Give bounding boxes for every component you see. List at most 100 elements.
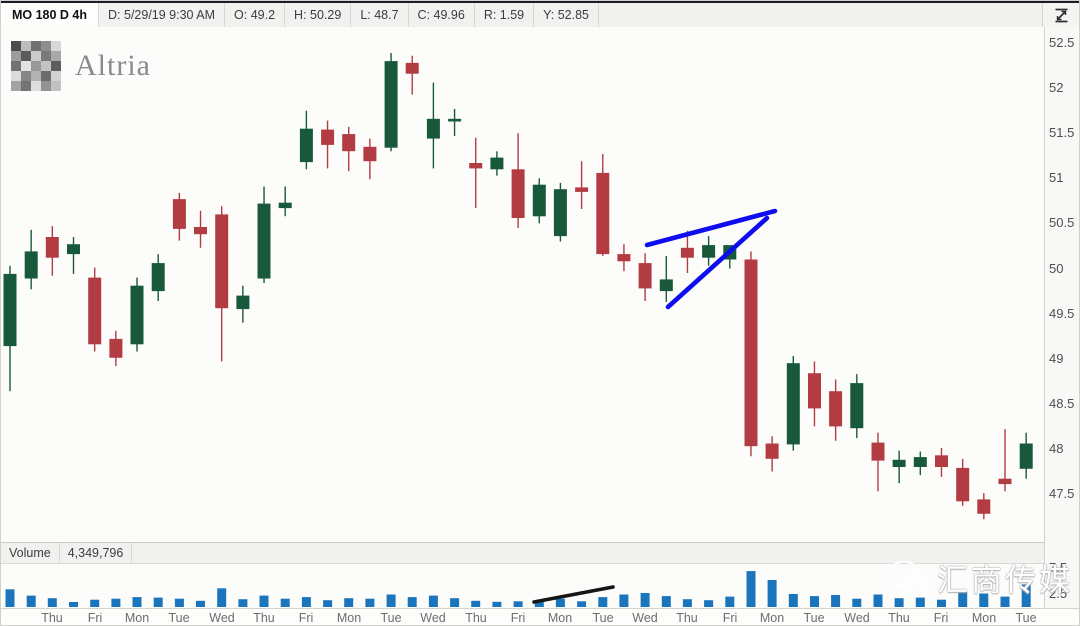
volume-bar[interactable] <box>788 594 798 607</box>
candle-body[interactable] <box>194 227 207 235</box>
candle-body[interactable] <box>45 237 59 258</box>
volume-bar[interactable] <box>344 598 354 607</box>
candle-body[interactable] <box>765 443 779 459</box>
candle-body[interactable] <box>786 363 800 445</box>
volume-bar[interactable] <box>577 601 587 607</box>
pennant-trendline[interactable] <box>644 208 778 248</box>
candle-body[interactable] <box>575 187 589 192</box>
volume-bar[interactable] <box>5 589 15 607</box>
candle-body[interactable] <box>638 263 652 289</box>
volume-bar[interactable] <box>132 597 142 607</box>
volume-bar[interactable] <box>217 588 227 607</box>
candle-body[interactable] <box>24 251 38 279</box>
volume-bar[interactable] <box>682 599 692 607</box>
volume-bar[interactable] <box>767 580 777 607</box>
volume-bar[interactable] <box>153 597 163 607</box>
candle-body[interactable] <box>405 62 419 74</box>
candle-body[interactable] <box>744 259 758 447</box>
volume-bar[interactable] <box>259 595 269 607</box>
candle-body[interactable] <box>998 478 1012 485</box>
candle-body[interactable] <box>532 184 546 217</box>
candle-body[interactable] <box>553 189 567 237</box>
volume-bar[interactable] <box>69 602 78 607</box>
price-axis[interactable]: 52.5 52 51.5 51 50.5 50 49.5 49 48.5 48 47.5 7.5 2.5 <box>1044 27 1079 608</box>
candle-body[interactable] <box>596 172 610 255</box>
volume-bar[interactable] <box>47 598 57 607</box>
volume-bar[interactable] <box>386 594 396 608</box>
volume-bar[interactable] <box>26 595 36 607</box>
volume-bar[interactable] <box>915 597 925 607</box>
volume-bar[interactable] <box>111 598 121 607</box>
volume-bar[interactable] <box>1000 596 1010 607</box>
volume-bar[interactable] <box>598 597 608 607</box>
candle-body[interactable] <box>172 199 186 229</box>
candle-body[interactable] <box>808 373 821 409</box>
candle-body[interactable] <box>702 245 716 258</box>
volume-bar[interactable] <box>407 597 417 607</box>
volume-bar[interactable] <box>555 598 565 607</box>
candle-body[interactable] <box>278 202 292 209</box>
volume-bar[interactable] <box>831 595 841 607</box>
volume-bar[interactable] <box>810 596 819 607</box>
volume-bar[interactable] <box>301 597 311 607</box>
candle-body[interactable] <box>384 61 398 148</box>
volume-bar[interactable] <box>704 600 714 607</box>
volume-bar[interactable] <box>534 600 544 607</box>
volume-pane[interactable] <box>1 564 1044 608</box>
volume-bar[interactable] <box>640 593 650 607</box>
candle-body[interactable] <box>956 467 970 502</box>
volume-bar[interactable] <box>937 599 946 607</box>
candle-body[interactable] <box>659 279 673 292</box>
candle-body[interactable] <box>67 244 80 255</box>
candle-body[interactable] <box>935 455 948 467</box>
candle-body[interactable] <box>3 273 17 347</box>
candle-body[interactable] <box>490 157 504 170</box>
candle-body[interactable] <box>426 118 440 139</box>
candle-body[interactable] <box>88 277 102 345</box>
volume-bar[interactable] <box>958 591 968 607</box>
candle-body[interactable] <box>850 383 864 429</box>
volume-bar[interactable] <box>471 600 481 607</box>
volume-bar[interactable] <box>280 598 290 607</box>
volume-bar[interactable] <box>619 594 629 608</box>
volume-bar[interactable] <box>894 598 904 607</box>
volume-bar[interactable] <box>746 571 756 607</box>
candle-body[interactable] <box>680 247 694 258</box>
candle-body[interactable] <box>1019 443 1033 469</box>
auto-scale-button[interactable] <box>1042 3 1079 27</box>
volume-trendline[interactable] <box>532 585 615 604</box>
candle-body[interactable] <box>236 295 250 310</box>
volume-bar[interactable] <box>365 598 375 607</box>
candle-body[interactable] <box>321 129 335 145</box>
volume-bar[interactable] <box>428 595 438 607</box>
candle-body[interactable] <box>130 285 144 345</box>
candle-body[interactable] <box>913 457 927 467</box>
candle-body[interactable] <box>892 459 906 467</box>
volume-bar[interactable] <box>90 599 100 607</box>
candle-body[interactable] <box>257 203 271 279</box>
pennant-trendline[interactable] <box>665 215 770 310</box>
candlestick-canvas[interactable] <box>1 27 1044 541</box>
volume-bar[interactable] <box>450 598 460 607</box>
symbol-timeframe-label[interactable]: MO 180 D 4h <box>1 3 100 27</box>
candle-body[interactable] <box>829 391 843 427</box>
volume-bar[interactable] <box>492 601 502 607</box>
volume-bar[interactable] <box>1021 584 1031 607</box>
volume-bar[interactable] <box>174 598 184 607</box>
volume-bar[interactable] <box>323 600 333 607</box>
volume-bar[interactable] <box>873 594 883 608</box>
volume-bar[interactable] <box>725 596 735 607</box>
candle-body[interactable] <box>469 163 483 169</box>
time-axis[interactable]: Thu Fri Mon Tue Wed Thu Fri Mon Tue Wed Thu Fri Mon T… <box>1 608 1079 625</box>
candle-body[interactable] <box>151 263 165 292</box>
candle-body[interactable] <box>617 254 631 262</box>
candle-body[interactable] <box>363 146 377 162</box>
volume-bar[interactable] <box>513 601 523 607</box>
candle-body[interactable] <box>977 499 991 514</box>
volume-bar[interactable] <box>852 598 862 607</box>
volume-bar[interactable] <box>661 596 671 607</box>
candle-body[interactable] <box>215 214 229 309</box>
candle-body[interactable] <box>871 442 885 461</box>
volume-bar[interactable] <box>238 599 248 607</box>
volume-bar[interactable] <box>196 600 205 607</box>
